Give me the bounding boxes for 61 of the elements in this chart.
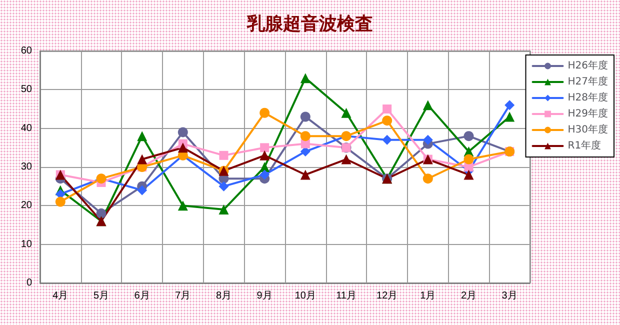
x-tick-label: 3月	[502, 290, 518, 302]
y-tick-label: 0	[26, 278, 32, 288]
legend-label: H28年度	[568, 92, 608, 104]
x-tick-label: 5月	[93, 290, 110, 302]
point	[464, 154, 474, 164]
point	[218, 204, 229, 215]
x-tick-label: 8月	[216, 290, 232, 302]
point	[382, 104, 392, 114]
point	[464, 131, 474, 142]
point	[137, 185, 148, 196]
x-tick-label: 6月	[134, 290, 150, 302]
chart-title: 乳腺超音波検査	[246, 14, 373, 34]
x-tick-label: 10月	[294, 290, 316, 302]
point	[504, 100, 515, 110]
point	[260, 150, 270, 160]
point	[300, 112, 310, 122]
x-tick-label: 4月	[52, 290, 68, 302]
y-tick-label: 40	[20, 122, 32, 134]
point	[218, 181, 229, 192]
legend-label: H29年度	[568, 108, 608, 120]
point	[260, 162, 270, 172]
point	[300, 139, 310, 148]
x-tick-label: 2月	[460, 290, 477, 302]
point	[178, 127, 188, 138]
point	[464, 170, 474, 180]
point	[341, 108, 352, 118]
legend-label: R1年度	[568, 140, 602, 152]
point	[300, 73, 310, 84]
point	[300, 146, 310, 157]
point	[382, 116, 392, 126]
y-tick-label: 20	[20, 200, 32, 212]
x-tick-label: 9月	[256, 290, 272, 302]
point	[55, 196, 66, 207]
point	[178, 142, 188, 153]
point	[422, 134, 433, 145]
y-tick-label: 50	[20, 84, 32, 96]
point	[137, 154, 148, 164]
x-tick-label: 11月	[336, 290, 356, 302]
point	[137, 131, 148, 142]
x-tick-label: 7月	[175, 290, 191, 302]
legend-label: H26年度	[568, 60, 608, 72]
point	[422, 174, 433, 184]
point	[260, 108, 270, 118]
point	[504, 112, 515, 122]
point	[260, 143, 270, 152]
point	[178, 200, 188, 211]
y-tick-label: 10	[20, 238, 32, 250]
y-tick-label: 60	[20, 46, 32, 56]
x-tick-label: 1月	[420, 290, 436, 302]
point	[300, 131, 310, 142]
legend-label: H30年度	[568, 124, 608, 136]
point	[382, 134, 392, 145]
x-tick-label: 12月	[376, 290, 398, 302]
y-tick-label: 30	[20, 162, 32, 172]
legend-label: H27年度	[568, 76, 608, 88]
point	[260, 170, 270, 180]
point	[96, 208, 106, 218]
point	[219, 150, 228, 160]
point	[341, 154, 352, 164]
point	[300, 170, 310, 180]
point	[422, 100, 433, 110]
